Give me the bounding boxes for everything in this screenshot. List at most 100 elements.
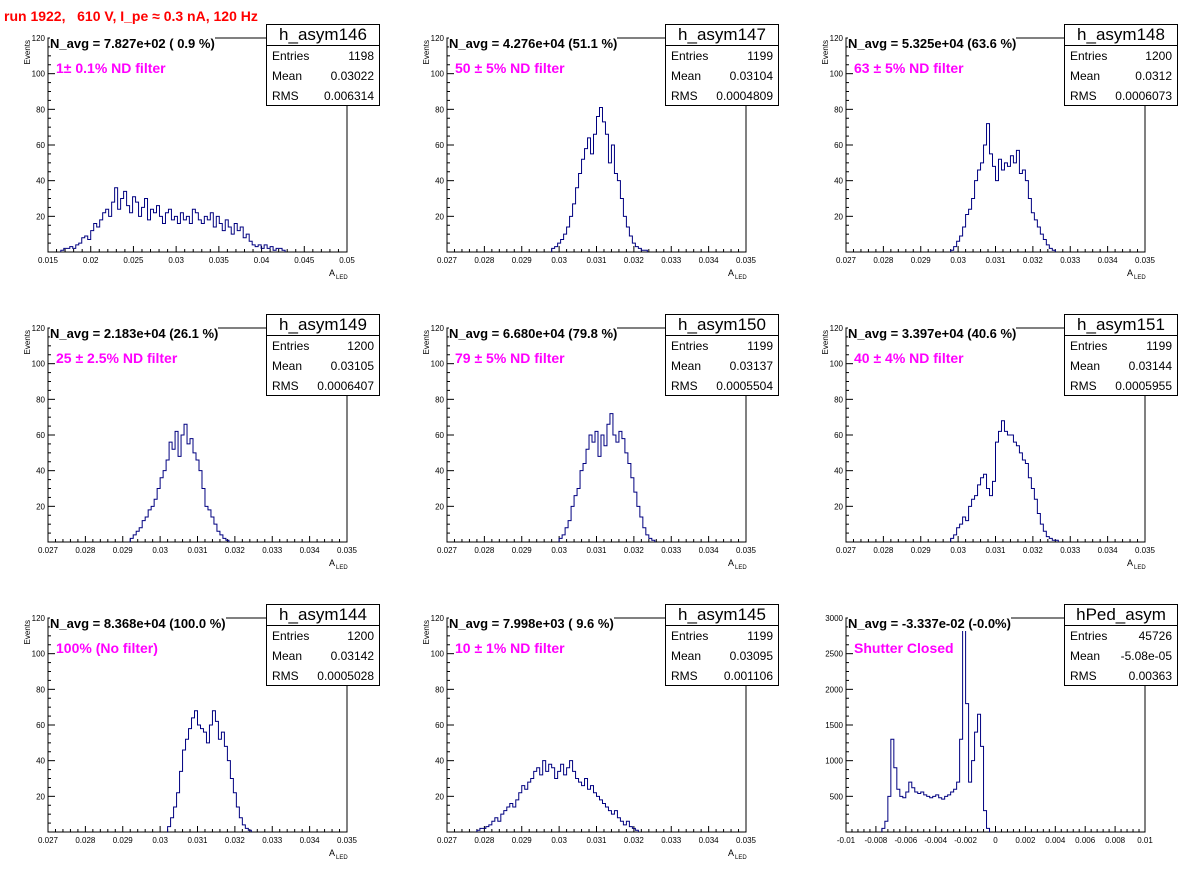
y-tick-label: 80: [435, 105, 444, 114]
stats-key: Mean: [671, 69, 702, 83]
y-axis-label: Events: [422, 40, 431, 64]
x-tick-label: -0.006: [894, 836, 917, 845]
x-tick-label: 0.031: [187, 546, 208, 555]
x-tick-label: 0.035: [209, 256, 230, 265]
histogram-panel: -0.01 -0.008 -0.006 -0.004 -0.002 0 0.002 0.004…: [798, 602, 1196, 892]
histogram-bin: [602, 122, 605, 252]
stats-key: RMS: [671, 89, 698, 103]
x-tick-label: 0.027: [437, 546, 458, 555]
y-tick-label: 120: [32, 34, 46, 43]
histogram-line: [129, 423, 230, 542]
y-tick-label: 100: [32, 70, 46, 79]
histogram-bin: [139, 216, 142, 252]
histogram-bin: [592, 442, 595, 542]
x-tick-label: 0.035: [1135, 256, 1156, 265]
x-tick-label: 0.031: [187, 836, 208, 845]
stats-key: Mean: [272, 649, 303, 663]
histogram-line: [476, 760, 639, 832]
stats-box: h_asym146 Entries 1198 Mean 0.03022 RMS 0.0063…: [266, 24, 380, 106]
histogram-bin: [1022, 170, 1025, 252]
x-tick-label: 0.029: [512, 836, 533, 845]
histogram-bin: [918, 793, 921, 832]
histogram-bin: [1001, 421, 1004, 542]
stats-key: Mean: [272, 359, 303, 373]
x-tick-label: 0.032: [1023, 256, 1044, 265]
histogram-bin: [588, 138, 591, 252]
stats-row: RMS 0.006314: [272, 86, 374, 106]
navg-label: N_avg = 7.827e+02 ( 0.9 %): [50, 36, 215, 51]
stats-row: Mean -5.08e-05: [1070, 646, 1172, 666]
histogram-line: [558, 413, 656, 542]
y-tick-label: 60: [36, 141, 45, 150]
x-tick-label: 0.031: [985, 546, 1006, 555]
histogram-bin: [187, 444, 190, 542]
histogram-bin: [130, 213, 133, 252]
navg-label: N_avg = 7.998e+03 ( 9.6 %): [449, 616, 614, 631]
navg-label: N_avg = 3.397e+04 (40.6 %): [848, 326, 1017, 341]
stats-value: 0.03144: [1128, 359, 1172, 373]
histogram-bin: [201, 223, 204, 252]
histogram-bin: [148, 220, 151, 252]
x-tick-label: 0.034: [699, 836, 720, 845]
x-tick-label: 0.031: [586, 256, 607, 265]
histogram-bin: [608, 163, 611, 252]
histogram-bin: [579, 782, 582, 832]
x-tick-label: 0.028: [75, 836, 96, 845]
y-tick-label: 40: [435, 757, 444, 766]
y-axis-label: Events: [821, 40, 830, 64]
x-tick-label: 0.028: [873, 256, 894, 265]
navg-label: N_avg = 4.276e+04 (51.1 %): [449, 36, 618, 51]
stats-box: h_asym147 Entries 1199 Mean 0.03104 RMS 0.0004…: [665, 24, 779, 106]
x-tick-label: 0.031: [586, 546, 607, 555]
histogram-bin: [154, 213, 157, 252]
y-tick-label: 120: [431, 614, 445, 623]
y-tick-label: 120: [32, 324, 46, 333]
histogram-bin: [1013, 442, 1016, 542]
y-tick-label: 120: [830, 34, 844, 43]
histogram-bin: [198, 725, 201, 832]
histogram-bin: [178, 456, 181, 542]
filter-label: 1± 0.1% ND filter: [56, 60, 166, 76]
filter-label: Shutter Closed: [854, 640, 954, 656]
x-tick-label: 0.033: [1060, 256, 1081, 265]
stats-box: h_asym151 Entries 1199 Mean 0.03144 RMS 0.0005…: [1064, 314, 1178, 396]
y-axis-label: Events: [821, 330, 830, 354]
x-axis-label: A: [728, 268, 734, 278]
x-tick-label: 0.033: [262, 546, 283, 555]
stats-row: RMS 0.0005504: [671, 376, 773, 396]
histogram-bin: [598, 456, 601, 542]
x-tick-label: 0.03: [152, 546, 168, 555]
x-tick-label: -0.004: [924, 836, 947, 845]
x-axis-label: A: [329, 848, 335, 858]
y-tick-label: 100: [32, 650, 46, 659]
stats-key: Mean: [671, 359, 702, 373]
x-axis-label: A: [329, 268, 335, 278]
histogram-bin: [990, 154, 993, 252]
histogram-bin: [1013, 163, 1016, 252]
stats-key: RMS: [1070, 89, 1097, 103]
x-tick-label: 0.032: [225, 546, 246, 555]
histogram-bin: [222, 231, 225, 252]
histogram-bin: [613, 435, 616, 542]
histogram-bin: [1001, 170, 1004, 252]
y-tick-label: 1500: [825, 721, 843, 730]
histogram-bin: [118, 209, 121, 252]
x-tick-label: 0.029: [512, 256, 533, 265]
y-tick-label: 20: [36, 502, 45, 511]
histogram-bin: [186, 739, 189, 832]
x-tick-label: 0.034: [300, 836, 321, 845]
histogram-bin: [237, 231, 240, 252]
y-tick-label: 80: [834, 395, 843, 404]
histogram-line: [950, 123, 1056, 252]
stats-row: Entries 1199: [1070, 336, 1172, 356]
navg-label: N_avg = -3.337e-02 (-0.0%): [848, 616, 1011, 631]
x-axis-label-subscript: LED: [1134, 275, 1146, 281]
histogram-bins: [950, 123, 1056, 252]
x-tick-label: 0.002: [1015, 836, 1036, 845]
histogram-bin: [981, 478, 984, 542]
histogram-bins: [881, 624, 991, 832]
filter-label: 100% (No filter): [56, 640, 158, 656]
histogram-bin: [190, 439, 193, 542]
stats-key: Entries: [671, 339, 709, 353]
histogram-line: [167, 710, 252, 832]
